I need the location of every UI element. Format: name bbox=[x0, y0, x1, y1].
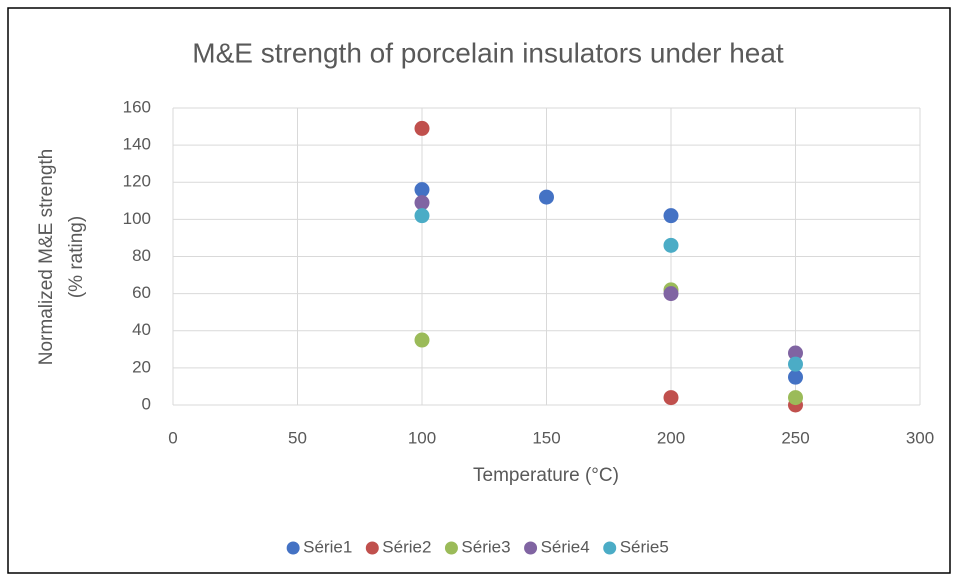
point bbox=[788, 345, 803, 361]
y-tick-label: 100 bbox=[123, 209, 151, 228]
y-tick-label: 80 bbox=[132, 246, 151, 265]
x-tick-label: 50 bbox=[288, 428, 307, 447]
legend-label: Série5 bbox=[620, 537, 669, 556]
y-tick-label: 0 bbox=[142, 394, 151, 413]
x-tick-label: 100 bbox=[408, 428, 436, 447]
legend-marker bbox=[444, 541, 458, 555]
point bbox=[414, 182, 430, 198]
point bbox=[539, 189, 554, 205]
point bbox=[663, 208, 679, 224]
y-tick-label: 140 bbox=[123, 135, 151, 154]
point bbox=[788, 369, 803, 385]
x-axis-label: Temperature (°C) bbox=[473, 465, 619, 486]
legend-marker bbox=[365, 541, 379, 555]
x-tick-label: 150 bbox=[532, 428, 560, 447]
x-tick-label: 200 bbox=[657, 428, 685, 447]
point bbox=[663, 237, 679, 253]
y-tick-label: 40 bbox=[132, 320, 151, 339]
point bbox=[414, 332, 430, 348]
legend-marker bbox=[286, 541, 300, 555]
legend-marker bbox=[524, 541, 538, 555]
point bbox=[414, 195, 430, 211]
point bbox=[663, 390, 679, 406]
y-tick-label: 120 bbox=[123, 172, 151, 191]
legend-label: Série3 bbox=[461, 537, 510, 556]
point bbox=[663, 286, 679, 302]
point bbox=[788, 356, 803, 372]
x-tick-label: 300 bbox=[906, 428, 934, 447]
y-axis-label: (% rating) bbox=[66, 216, 87, 298]
chart-frame bbox=[7, 7, 951, 574]
x-tick-label: 250 bbox=[781, 428, 809, 447]
legend-label: Série4 bbox=[541, 537, 590, 556]
x-tick-label: 0 bbox=[168, 428, 177, 447]
legend-marker bbox=[603, 541, 617, 555]
y-axis-label: Normalized M&E strength bbox=[36, 149, 57, 365]
y-tick-label: 60 bbox=[132, 283, 151, 302]
point bbox=[414, 120, 430, 136]
y-tick-label: 160 bbox=[123, 97, 151, 116]
legend-label: Série1 bbox=[303, 537, 352, 556]
legend-label: Série2 bbox=[382, 537, 431, 556]
y-tick-label: 20 bbox=[132, 357, 151, 376]
chart-title: M&E strength of porcelain insulators und… bbox=[192, 37, 784, 68]
point bbox=[788, 390, 803, 406]
point bbox=[414, 208, 430, 224]
